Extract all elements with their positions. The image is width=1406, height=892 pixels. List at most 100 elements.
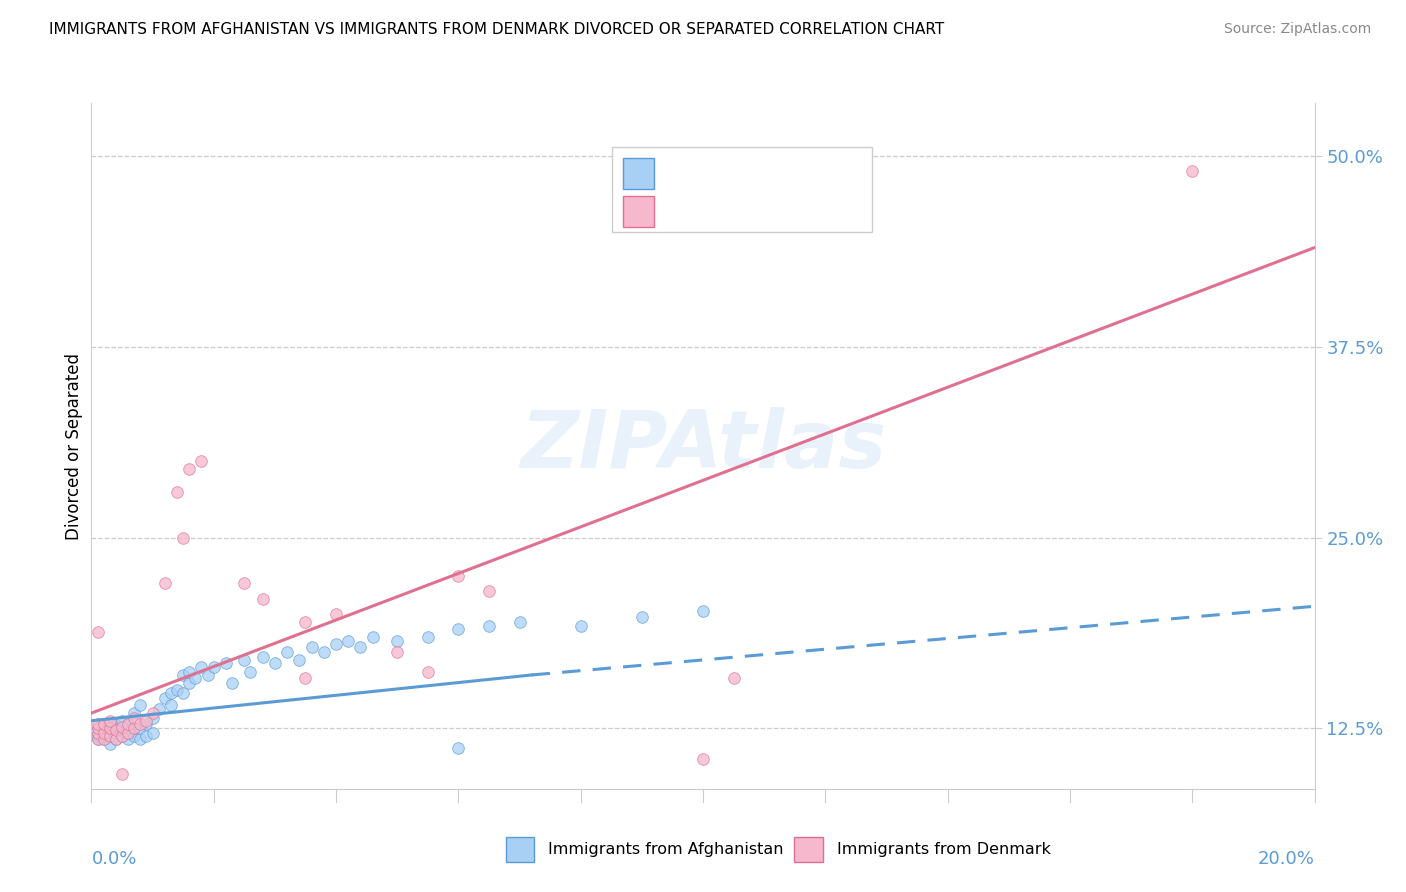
Point — [233, 653, 256, 667]
Point — [98, 722, 121, 736]
Point — [148, 701, 170, 715]
Point — [117, 716, 139, 731]
Point — [111, 729, 134, 743]
Point — [294, 615, 316, 629]
Point — [160, 698, 183, 713]
Point — [117, 726, 139, 740]
Point — [252, 591, 274, 606]
Point — [179, 675, 201, 690]
Point — [337, 634, 360, 648]
Text: 0.0%: 0.0% — [91, 850, 136, 869]
Point — [252, 649, 274, 664]
Point — [215, 656, 238, 670]
Point — [86, 729, 108, 743]
Point — [93, 726, 115, 740]
Point — [301, 640, 323, 655]
Point — [104, 732, 127, 747]
Point — [294, 671, 316, 685]
Point — [447, 741, 470, 756]
Point — [93, 724, 115, 739]
Text: IMMIGRANTS FROM AFGHANISTAN VS IMMIGRANTS FROM DENMARK DIVORCED OR SEPARATED COR: IMMIGRANTS FROM AFGHANISTAN VS IMMIGRANT… — [49, 22, 945, 37]
Point — [98, 737, 121, 751]
Point — [98, 729, 121, 743]
Point — [385, 634, 409, 648]
Point — [86, 726, 108, 740]
Point — [141, 726, 163, 740]
Point — [197, 668, 219, 682]
Point — [104, 732, 127, 747]
Point — [264, 656, 287, 670]
Point — [104, 726, 127, 740]
Point — [135, 714, 157, 728]
Point — [104, 723, 127, 737]
Point — [447, 622, 470, 636]
Point — [166, 683, 188, 698]
Point — [93, 716, 115, 731]
Point — [1181, 164, 1204, 178]
Text: R = 0.367   N = 67: R = 0.367 N = 67 — [668, 164, 838, 183]
Point — [129, 716, 152, 731]
Point — [190, 660, 212, 674]
Point — [478, 584, 501, 599]
Point — [349, 640, 371, 655]
Point — [312, 645, 335, 659]
Point — [122, 722, 145, 736]
Y-axis label: Divorced or Separated: Divorced or Separated — [65, 352, 83, 540]
Point — [129, 698, 152, 713]
Point — [153, 690, 176, 705]
Point — [111, 720, 134, 734]
Text: 20.0%: 20.0% — [1258, 850, 1315, 869]
Point — [86, 716, 108, 731]
Point — [122, 729, 145, 743]
Point — [416, 665, 439, 679]
Point — [153, 576, 176, 591]
Point — [233, 576, 256, 591]
Point — [122, 706, 145, 720]
Point — [93, 729, 115, 743]
Point — [447, 568, 470, 582]
Point — [86, 732, 108, 747]
Point — [93, 716, 115, 731]
Text: ZIPAtlas: ZIPAtlas — [520, 407, 886, 485]
Point — [325, 607, 347, 621]
Point — [98, 716, 121, 731]
Point — [93, 732, 115, 747]
Point — [111, 714, 134, 728]
Point — [184, 671, 207, 685]
Point — [569, 619, 592, 633]
Point — [723, 671, 745, 685]
Point — [361, 630, 384, 644]
Point — [631, 610, 654, 624]
Point — [86, 726, 108, 740]
Point — [98, 729, 121, 743]
Text: Immigrants from Denmark: Immigrants from Denmark — [837, 842, 1050, 856]
Point — [692, 752, 714, 766]
Text: R = 0.615   N = 40: R = 0.615 N = 40 — [668, 202, 838, 221]
Point — [135, 729, 157, 743]
Point — [202, 660, 225, 674]
Point — [288, 653, 311, 667]
Point — [86, 625, 108, 640]
Point — [117, 732, 139, 747]
Point — [179, 665, 201, 679]
Point — [135, 716, 157, 731]
Point — [111, 722, 134, 736]
Point — [385, 645, 409, 659]
Point — [122, 722, 145, 736]
Point — [276, 645, 298, 659]
Point — [172, 668, 194, 682]
Point — [86, 722, 108, 736]
Point — [122, 711, 145, 725]
Text: Immigrants from Afghanistan: Immigrants from Afghanistan — [548, 842, 783, 856]
Point — [111, 767, 134, 781]
Point — [160, 686, 183, 700]
Point — [325, 637, 347, 651]
Point — [166, 484, 188, 499]
Point — [221, 675, 243, 690]
Point — [98, 714, 121, 728]
Point — [86, 732, 108, 747]
Point — [117, 726, 139, 740]
Point — [692, 604, 714, 618]
Point — [190, 454, 212, 468]
Point — [141, 706, 163, 720]
